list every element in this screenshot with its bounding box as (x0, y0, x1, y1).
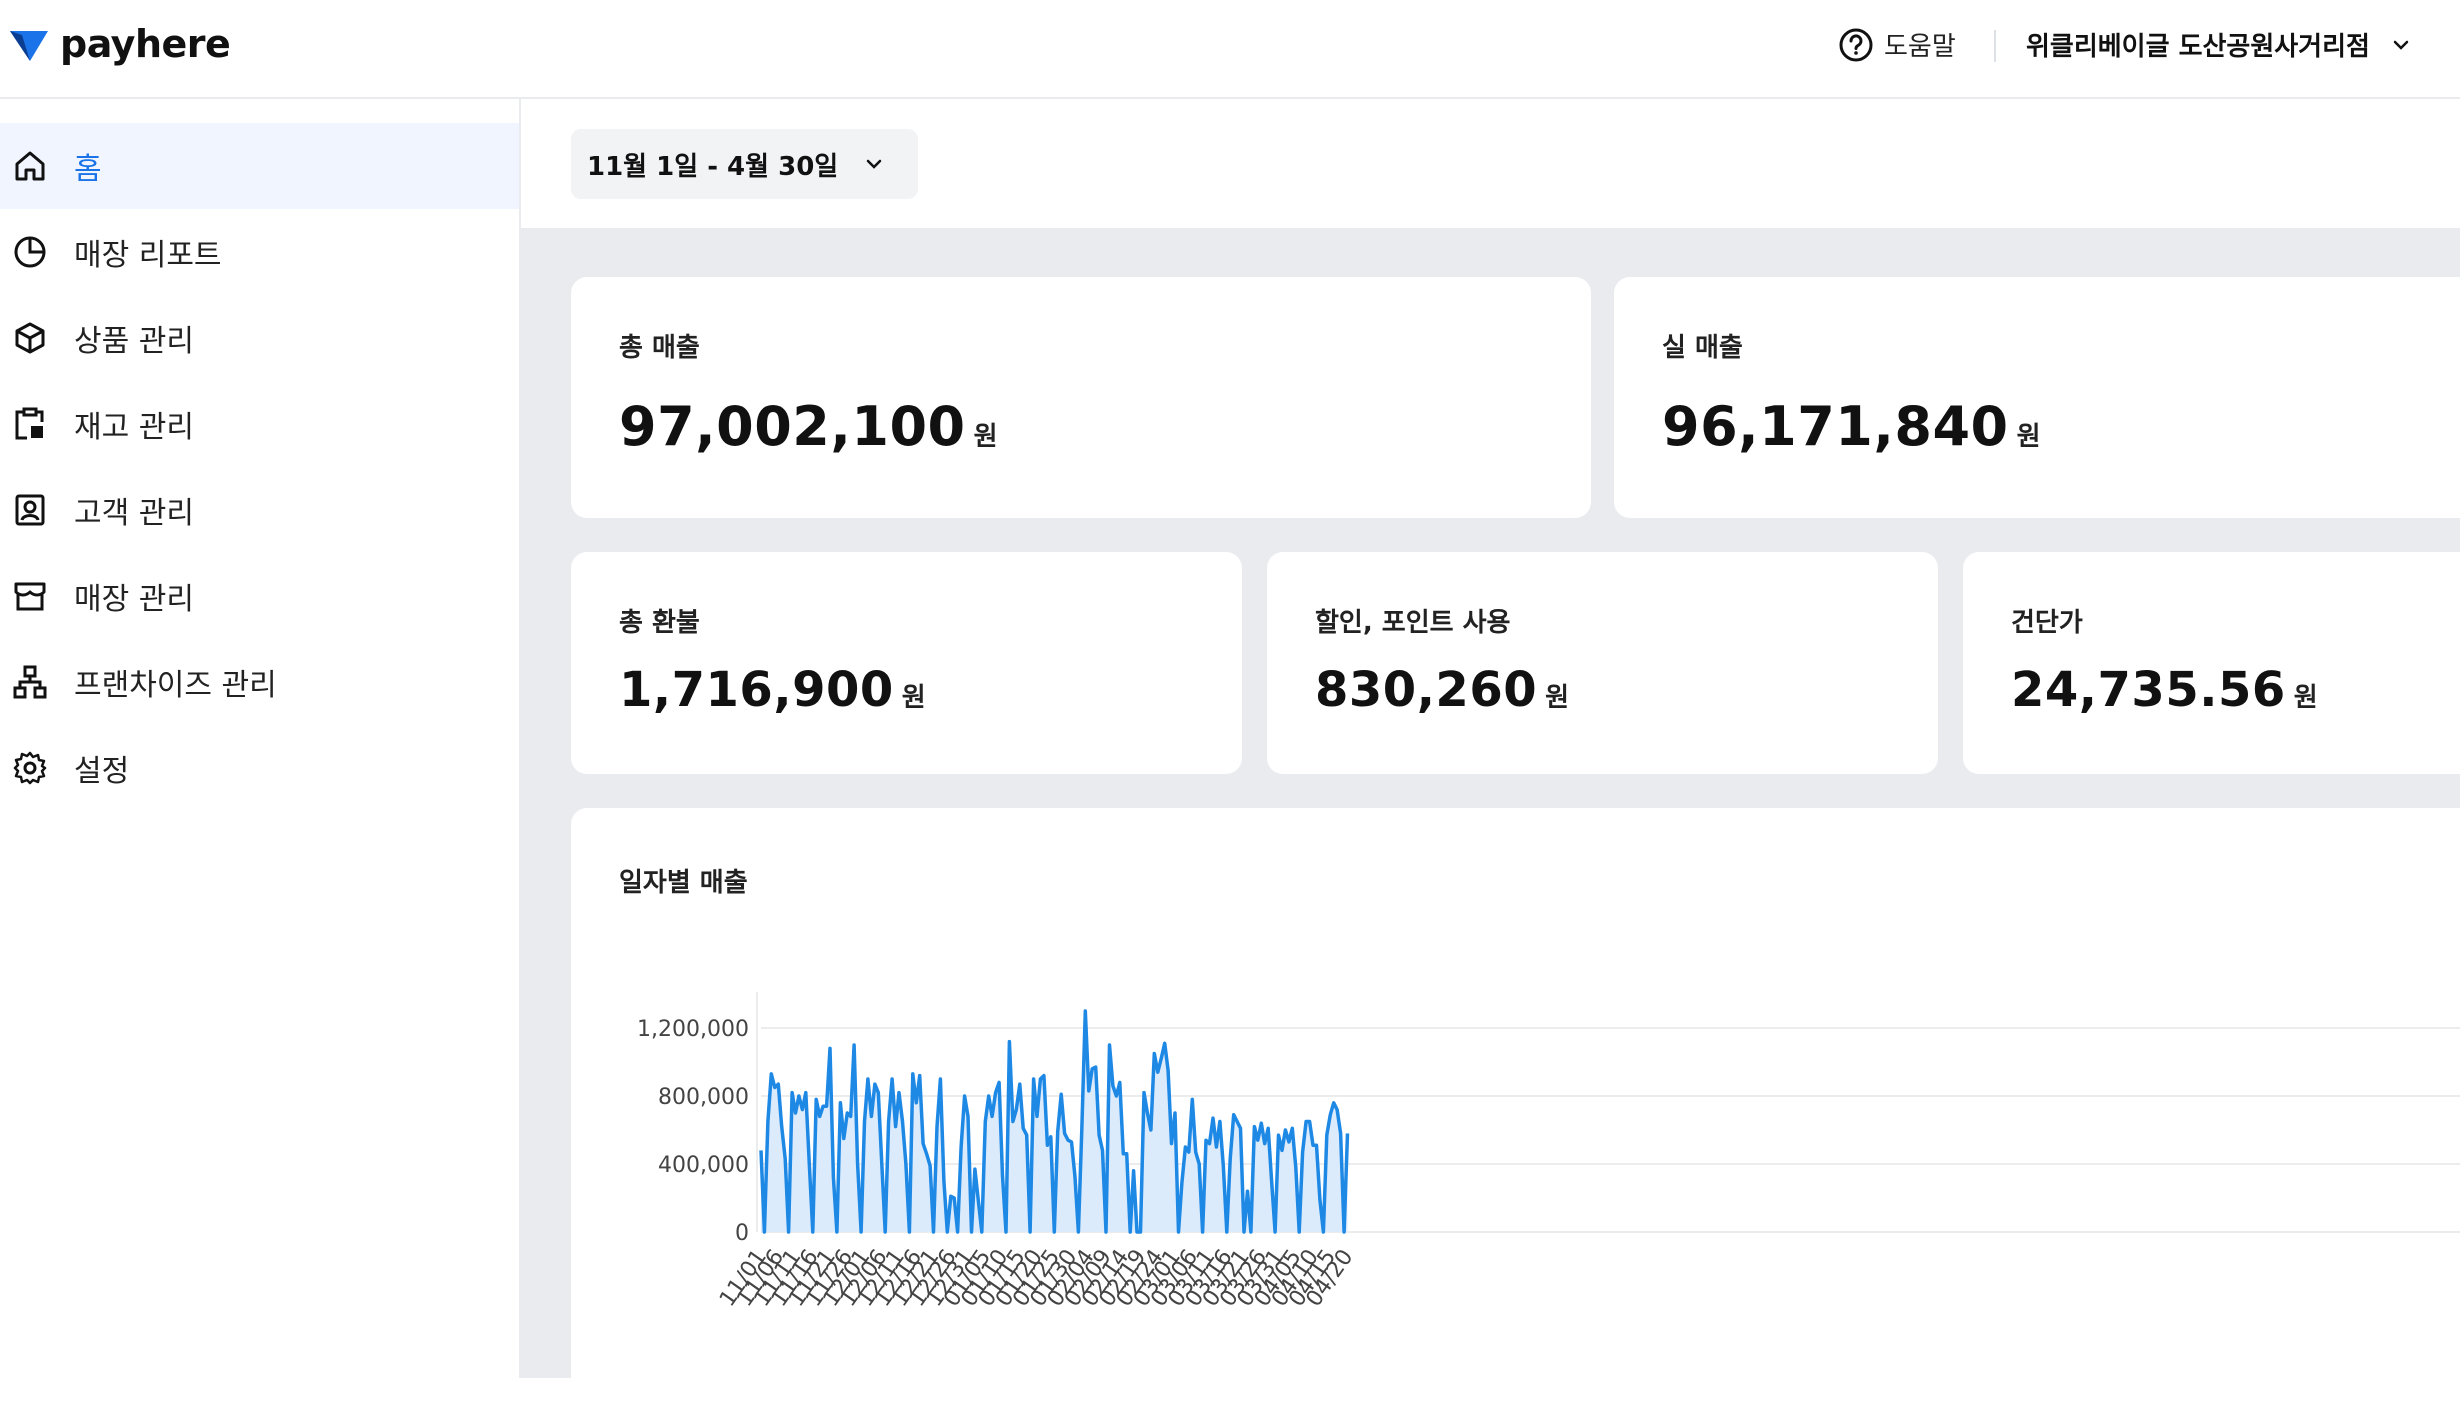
payhere-logo-icon (10, 31, 48, 61)
main-content: 11월 1일 - 4월 30일 총 매출 97,002,100 원 실 매출 9… (521, 99, 2460, 1428)
total-refund-number: 1,716,900 (619, 662, 894, 718)
discount-points-number: 830,260 (1315, 662, 1538, 718)
net-sales-card: 실 매출 96,171,840 원 (1614, 277, 2460, 518)
logo-text: payhere (60, 22, 231, 66)
sidebar-item-customers[interactable]: 고객 관리 (0, 467, 519, 553)
clipboard-icon (12, 406, 48, 442)
net-sales-unit: 원 (2016, 422, 2041, 452)
sidebar-item-label: 고객 관리 (74, 496, 194, 531)
sidebar-item-home[interactable]: 홈 (0, 123, 519, 209)
sidebar: 홈 매장 리포트 상품 관리 재고 관리 고객 관리 매장 관리 프랜차이즈 (0, 99, 521, 1378)
discount-points-card: 할인, 포인트 사용 830,260 원 (1267, 552, 1938, 774)
date-range-selector[interactable]: 11월 1일 - 4월 30일 (571, 129, 919, 199)
sidebar-item-label: 매장 관리 (74, 582, 194, 617)
sidebar-item-label: 프랜차이즈 관리 (74, 668, 277, 703)
total-sales-label: 총 매출 (619, 333, 700, 363)
top-bar: payhere 도움말 위클리베이글 도산공원사거리점 (0, 0, 2460, 99)
daily-sales-card: 일자별 매출 0 400,000 800,000 1,200,000 11/01 11/0… (571, 808, 2460, 1428)
sidebar-item-settings[interactable]: 설정 (0, 725, 519, 811)
total-refund-unit: 원 (901, 683, 926, 713)
filter-bar: 11월 1일 - 4월 30일 (521, 99, 2460, 228)
discount-points-unit: 원 (1545, 683, 1570, 713)
y-tick-label: 0 (735, 1221, 749, 1246)
avg-ticket-label: 건단가 (2011, 608, 2083, 638)
y-tick-label: 800,000 (658, 1085, 749, 1110)
sidebar-item-label: 상품 관리 (74, 324, 194, 359)
total-refund-value: 1,716,900 원 (619, 662, 926, 718)
sidebar-item-label: 홈 (74, 152, 102, 187)
contact-icon (12, 492, 48, 528)
help-label: 도움말 (1884, 32, 1956, 62)
net-sales-label: 실 매출 (1662, 333, 1743, 363)
store-name: 위클리베이글 도산공원사거리점 (2026, 32, 2370, 62)
avg-ticket-number: 24,735.56 (2011, 662, 2286, 718)
date-range-label: 11월 1일 - 4월 30일 (587, 151, 839, 182)
y-tick-label: 400,000 (658, 1153, 749, 1178)
total-sales-card: 총 매출 97,002,100 원 (571, 277, 1591, 518)
avg-ticket-unit: 원 (2293, 683, 2318, 713)
chart-title: 일자별 매출 (619, 868, 748, 898)
total-refund-card: 총 환불 1,716,900 원 (571, 552, 1242, 774)
discount-points-value: 830,260 원 (1315, 662, 1569, 718)
net-sales-value: 96,171,840 원 (1662, 395, 2041, 458)
daily-sales-chart: 0400,000800,0001,200,00011/0111/0611/111… (637, 992, 2460, 1311)
help-button[interactable]: 도움말 (1838, 26, 1956, 63)
logo[interactable]: payhere (8, 22, 231, 66)
question-circle-icon (1839, 28, 1873, 61)
pie-chart-icon (12, 234, 48, 270)
sidebar-item-franchise[interactable]: 프랜차이즈 관리 (0, 639, 519, 725)
store-selector[interactable]: 위클리베이글 도산공원사거리점 (2026, 26, 2412, 63)
sidebar-item-products[interactable]: 상품 관리 (0, 295, 519, 381)
chevron-down-icon (866, 159, 882, 169)
header-divider (1994, 30, 1996, 62)
avg-ticket-value: 24,735.56 원 (2011, 662, 2318, 718)
sidebar-item-label: 매장 리포트 (74, 238, 222, 273)
avg-ticket-card: 건단가 24,735.56 원 (1963, 552, 2460, 774)
discount-points-label: 할인, 포인트 사용 (1315, 608, 1511, 638)
sidebar-item-inventory[interactable]: 재고 관리 (0, 381, 519, 467)
net-sales-number: 96,171,840 (1662, 395, 2009, 458)
sidebar-item-label: 재고 관리 (74, 410, 194, 445)
home-icon (12, 148, 48, 184)
gear-icon (12, 750, 48, 786)
total-refund-label: 총 환불 (619, 608, 700, 638)
total-sales-unit: 원 (973, 422, 998, 452)
sidebar-item-store-report[interactable]: 매장 리포트 (0, 209, 519, 295)
sidebar-item-label: 설정 (74, 754, 130, 789)
chevron-down-icon (2393, 40, 2409, 50)
storefront-icon (12, 578, 48, 614)
total-sales-number: 97,002,100 (619, 395, 966, 458)
box-icon (12, 320, 48, 356)
sales-line (759, 1009, 1350, 1234)
org-chart-icon (12, 664, 48, 700)
sidebar-item-store-management[interactable]: 매장 관리 (0, 553, 519, 639)
total-sales-value: 97,002,100 원 (619, 395, 998, 458)
y-tick-label: 1,200,000 (637, 1017, 749, 1042)
